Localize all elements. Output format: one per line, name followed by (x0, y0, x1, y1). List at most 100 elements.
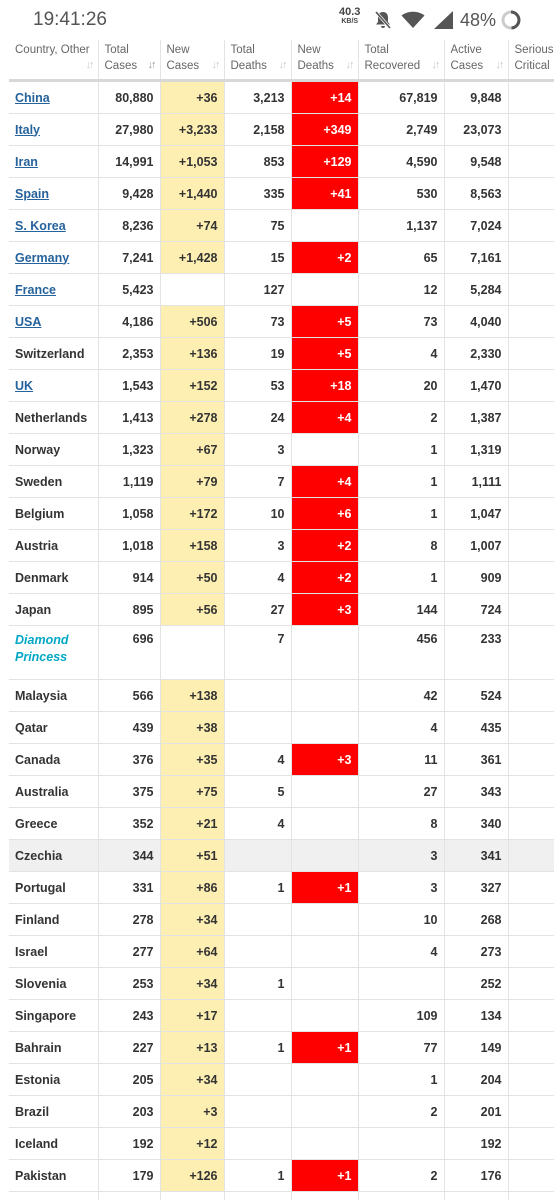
table-row: Pakistan 179 +126 1 +1 2 176 (9, 1159, 554, 1192)
sort-icon: ↓↑ (278, 59, 288, 71)
country-link[interactable]: China (15, 90, 50, 105)
country-name: Switzerland (15, 346, 85, 361)
country-link[interactable]: Germany (15, 250, 70, 265)
new-deaths-cell (291, 1127, 359, 1160)
serious-cell (508, 1127, 554, 1160)
country-cell: Finland (9, 903, 99, 936)
country-name: Greece (15, 816, 58, 831)
active-cases-cell: 340 (444, 807, 509, 840)
network-speed: 40.3 KB/S (339, 7, 360, 27)
total-deaths-cell: 4 (224, 561, 292, 594)
total-deaths-cell: 4 (224, 807, 292, 840)
country-link[interactable]: France (15, 282, 56, 297)
country-link[interactable]: S. Korea (15, 218, 66, 233)
header-total-recovered[interactable]: Total Recovered ↓↑ (358, 40, 445, 82)
new-deaths-cell (291, 433, 359, 466)
total-deaths-cell (224, 679, 292, 712)
new-deaths-cell: +2 (291, 561, 359, 594)
table-row: Denmark 914 +50 4 +2 1 909 (9, 561, 554, 594)
country-link[interactable]: Spain (15, 186, 50, 201)
new-cases-cell: +34 (160, 903, 225, 936)
new-deaths-cell (291, 1191, 359, 1200)
header-country[interactable]: Country, Other ↓↑ (9, 40, 99, 82)
sort-icon: ↓↑ (345, 59, 355, 71)
new-cases-cell: +17 (160, 999, 225, 1032)
country-link[interactable]: USA (15, 314, 42, 329)
new-cases-cell: +36 (160, 80, 225, 114)
country-cell: Brazil (9, 1095, 99, 1128)
total-deaths-cell: 73 (224, 305, 292, 338)
country-name: Iceland (15, 1136, 59, 1151)
total-recovered-cell: 1 (358, 497, 445, 530)
table-row: Spain 9,428 +1,440 335 +41 530 8,563 (9, 177, 554, 210)
header-total-cases[interactable]: Total Cases ↓↑ (98, 40, 161, 82)
total-deaths-cell: 7 (224, 625, 292, 680)
total-recovered-cell: 65 (358, 241, 445, 274)
country-cell[interactable]: France (9, 273, 99, 306)
sort-icon: ↓↑ (85, 59, 95, 71)
total-cases-cell: 352 (98, 807, 161, 840)
header-active-cases[interactable]: Active Cases ↓↑ (444, 40, 509, 82)
country-cell[interactable]: UK (9, 369, 99, 402)
new-cases-cell (160, 1191, 225, 1200)
header-total-deaths[interactable]: Total Deaths ↓↑ (224, 40, 292, 82)
country-cell: Netherlands (9, 401, 99, 434)
serious-cell (508, 1159, 554, 1192)
new-deaths-cell (291, 273, 359, 306)
total-recovered-cell: 2 (358, 1159, 445, 1192)
country-name: Netherlands (15, 410, 88, 425)
country-cell[interactable]: S. Korea (9, 209, 99, 242)
serious-cell (508, 177, 554, 210)
country-cell[interactable]: Germany (9, 241, 99, 274)
country-cell: Japan (9, 593, 99, 626)
header-new-cases[interactable]: New Cases ↓↑ (160, 40, 225, 82)
header-new-deaths[interactable]: New Deaths ↓↑ (291, 40, 359, 82)
country-cell[interactable]: Italy (9, 113, 99, 146)
total-cases-cell: 439 (98, 711, 161, 744)
country-name: Qatar (15, 720, 48, 735)
total-cases-cell: 4,186 (98, 305, 161, 338)
new-deaths-cell: +2 (291, 241, 359, 274)
total-recovered-cell: 20 (358, 369, 445, 402)
new-cases-cell: +64 (160, 935, 225, 968)
new-cases-cell: +506 (160, 305, 225, 338)
country-name: Israel (15, 944, 48, 959)
new-cases-cell: +278 (160, 401, 225, 434)
country-cell[interactable]: Iran (9, 145, 99, 178)
serious-cell (508, 241, 554, 274)
active-cases-cell: 1,047 (444, 497, 509, 530)
country-cell[interactable]: China (9, 80, 99, 114)
new-deaths-cell (291, 625, 359, 680)
battery-icon (501, 10, 521, 30)
new-deaths-cell (291, 839, 359, 872)
cases-table-container[interactable]: Country, Other ↓↑ Total Cases ↓↑ New Cases… (0, 40, 554, 1200)
total-recovered-cell: 73 (358, 305, 445, 338)
new-cases-cell: +12 (160, 1127, 225, 1160)
country-cell: Iceland (9, 1127, 99, 1160)
new-deaths-cell: +4 (291, 465, 359, 498)
country-link[interactable]: Iran (15, 154, 38, 169)
table-row: Belgium 1,058 +172 10 +6 1 1,047 (9, 497, 554, 530)
new-deaths-cell (291, 209, 359, 242)
country-cell[interactable]: Spain (9, 177, 99, 210)
new-cases-cell: +1,440 (160, 177, 225, 210)
total-cases-cell: 203 (98, 1095, 161, 1128)
country-link[interactable]: Italy (15, 122, 41, 137)
header-serious-critical[interactable]: Serious, Critical (508, 40, 554, 82)
table-body: China80,880+363,213+1467,8199,8483,Italy… (9, 80, 554, 1200)
active-cases-cell: 23,073 (444, 113, 509, 146)
table-row: Qatar 439 +38 4 435 (9, 711, 554, 744)
header-label: Active Cases (450, 44, 484, 72)
total-deaths-cell (224, 839, 292, 872)
country-name: Malaysia (15, 688, 68, 703)
country-link[interactable]: UK (15, 378, 34, 393)
country-cell: Pakistan (9, 1159, 99, 1192)
new-deaths-cell: +4 (291, 401, 359, 434)
total-recovered-cell: 77 (358, 1031, 445, 1064)
country-cell[interactable]: USA (9, 305, 99, 338)
serious-cell: 1, (508, 113, 554, 146)
new-deaths-cell (291, 967, 359, 1000)
serious-cell (508, 625, 554, 680)
country-name: Diamond Princess (15, 633, 69, 664)
table-row: Finland 278 +34 10 268 (9, 903, 554, 936)
